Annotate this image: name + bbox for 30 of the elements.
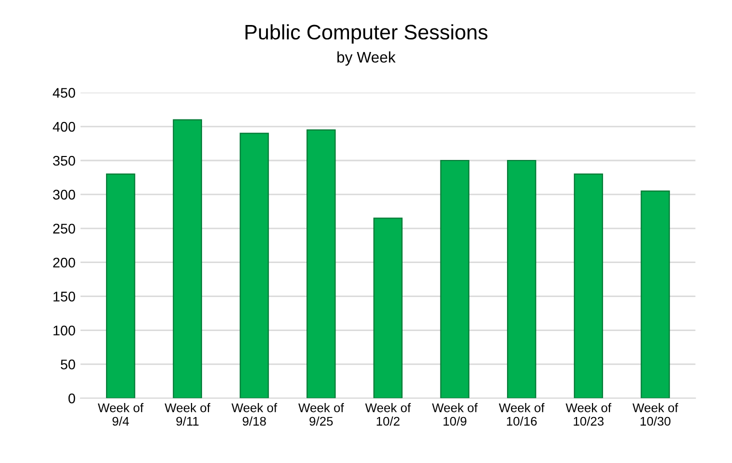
x-tick-label: Week of 9/4 xyxy=(98,403,144,426)
x-tick-label: Week of 10/9 xyxy=(432,403,478,426)
y-tick-label: 250 xyxy=(53,224,76,234)
x-tick-label: Week of 9/25 xyxy=(298,403,344,426)
x-tick-label: Week of 9/11 xyxy=(164,403,210,426)
bar xyxy=(172,119,202,398)
y-tick-label: 350 xyxy=(53,156,76,166)
y-tick-label: 400 xyxy=(52,122,76,132)
x-tick-label: Week of 10/30 xyxy=(632,403,678,426)
y-tick-label: 200 xyxy=(53,258,76,268)
y-tick-label: 150 xyxy=(54,292,76,302)
x-tick-label: Week of 10/2 xyxy=(365,403,411,426)
chart-title: Public Computer Sessions xyxy=(246,24,488,44)
bar xyxy=(574,174,604,398)
bar xyxy=(306,129,336,398)
x-tick-label: Week of 9/18 xyxy=(232,403,278,426)
y-tick-label: 0 xyxy=(68,394,76,404)
chart-subtitle: by Week xyxy=(337,51,396,66)
x-tick-label: Week of 10/16 xyxy=(498,403,544,426)
bar xyxy=(106,174,136,398)
y-tick-label: 100 xyxy=(54,326,76,336)
bar xyxy=(640,190,670,398)
y-tick-label: 450 xyxy=(52,88,76,98)
y-tick-label: 50 xyxy=(60,360,76,370)
bar xyxy=(373,218,403,398)
bar xyxy=(440,160,470,398)
y-tick-label: 300 xyxy=(53,190,76,200)
x-tick-label: Week of 10/23 xyxy=(566,403,612,426)
bar xyxy=(240,132,269,398)
bar xyxy=(507,160,536,398)
